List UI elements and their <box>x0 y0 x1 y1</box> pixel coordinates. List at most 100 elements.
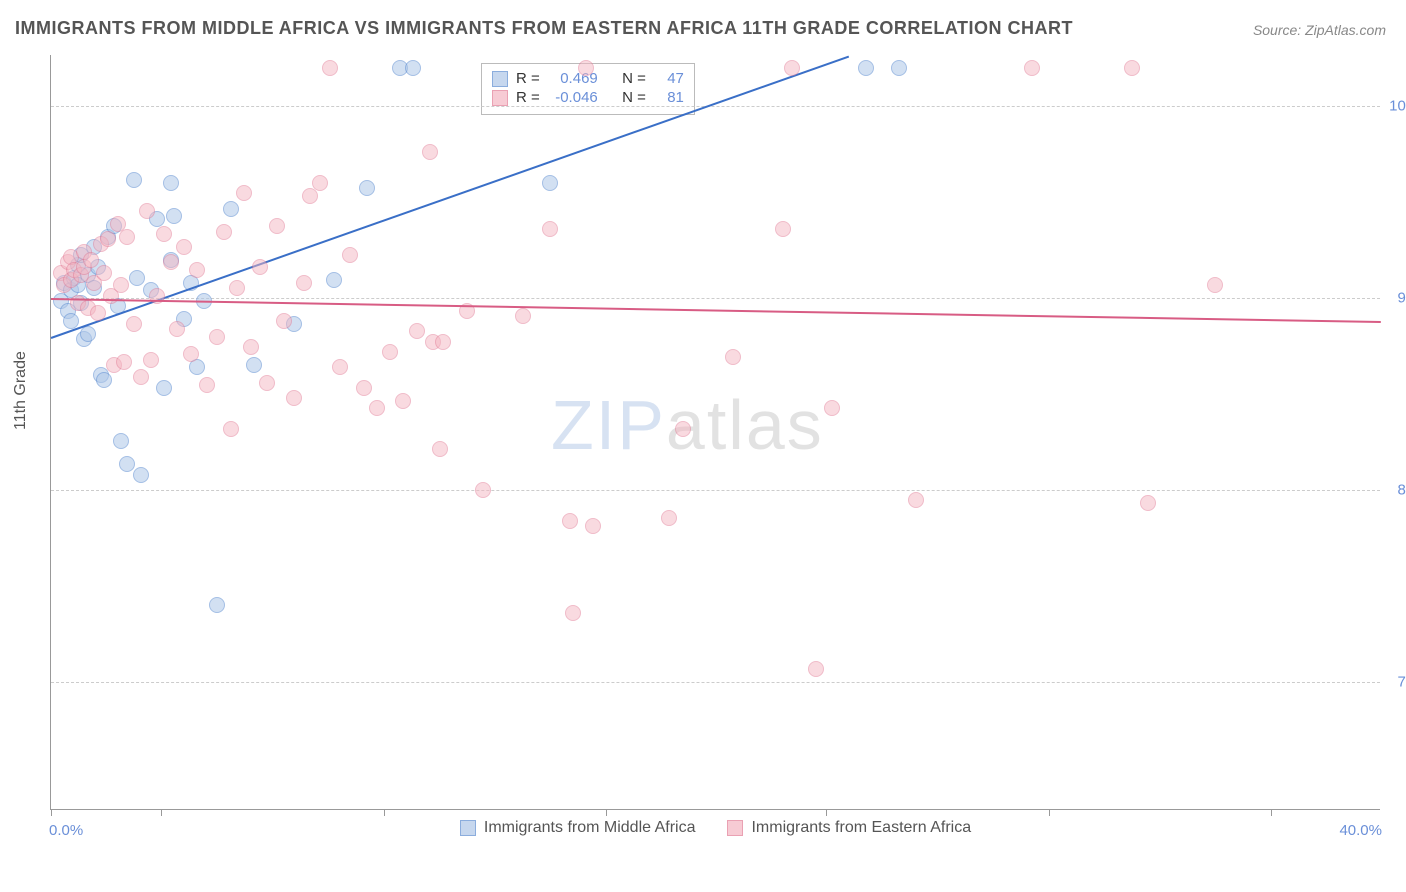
data-point-eastern <box>119 229 135 245</box>
y-axis-label: 11th Grade <box>12 351 30 430</box>
data-point-eastern <box>409 323 425 339</box>
data-point-eastern <box>578 60 594 76</box>
source-attribution: Source: ZipAtlas.com <box>1253 22 1386 38</box>
data-point-eastern <box>90 305 106 321</box>
data-point-middle <box>405 60 421 76</box>
data-point-eastern <box>432 441 448 457</box>
data-point-eastern <box>139 203 155 219</box>
n-value: 47 <box>654 70 684 87</box>
data-point-eastern <box>725 349 741 365</box>
data-point-eastern <box>675 421 691 437</box>
data-point-eastern <box>1124 60 1140 76</box>
data-point-middle <box>133 467 149 483</box>
data-point-eastern <box>229 280 245 296</box>
data-point-eastern <box>356 380 372 396</box>
data-point-eastern <box>369 400 385 416</box>
n-label: N = <box>622 89 646 106</box>
data-point-middle <box>326 272 342 288</box>
data-point-middle <box>891 60 907 76</box>
data-point-middle <box>542 175 558 191</box>
gridline <box>51 298 1380 299</box>
data-point-eastern <box>143 352 159 368</box>
watermark-part1: ZIP <box>551 386 666 464</box>
data-point-eastern <box>276 313 292 329</box>
data-point-middle <box>166 208 182 224</box>
data-point-middle <box>96 372 112 388</box>
data-point-eastern <box>515 308 531 324</box>
data-point-eastern <box>286 390 302 406</box>
data-point-eastern <box>395 393 411 409</box>
data-point-middle <box>163 175 179 191</box>
data-point-eastern <box>199 377 215 393</box>
data-point-eastern <box>223 421 239 437</box>
y-tick-label: 92.5% <box>1397 290 1406 307</box>
legend-label: Immigrants from Eastern Africa <box>751 819 971 837</box>
data-point-eastern <box>775 221 791 237</box>
data-point-middle <box>156 380 172 396</box>
data-point-eastern <box>156 226 172 242</box>
data-point-middle <box>126 172 142 188</box>
data-point-middle <box>113 433 129 449</box>
x-axis-min-label: 0.0% <box>49 822 83 839</box>
data-point-eastern <box>312 175 328 191</box>
data-point-eastern <box>332 359 348 375</box>
r-value: -0.046 <box>548 89 598 106</box>
chart-title: IMMIGRANTS FROM MIDDLE AFRICA VS IMMIGRA… <box>15 18 1073 39</box>
data-point-eastern <box>126 316 142 332</box>
data-point-eastern <box>163 254 179 270</box>
data-point-eastern <box>562 513 578 529</box>
data-point-eastern <box>908 492 924 508</box>
data-point-eastern <box>1024 60 1040 76</box>
y-tick-label: 85.0% <box>1397 482 1406 499</box>
x-tick <box>161 809 162 816</box>
x-tick <box>826 809 827 816</box>
x-tick <box>1049 809 1050 816</box>
x-axis-max-label: 40.0% <box>1339 822 1382 839</box>
data-point-eastern <box>209 329 225 345</box>
data-point-middle <box>80 326 96 342</box>
r-label: R = <box>516 70 540 87</box>
data-point-eastern <box>113 277 129 293</box>
data-point-eastern <box>243 339 259 355</box>
x-tick <box>384 809 385 816</box>
data-point-eastern <box>1140 495 1156 511</box>
data-point-eastern <box>475 482 491 498</box>
x-tick <box>51 809 52 816</box>
data-point-eastern <box>169 321 185 337</box>
data-point-eastern <box>100 231 116 247</box>
stats-row-eastern: R =-0.046 N =81 <box>492 89 684 106</box>
data-point-eastern <box>824 400 840 416</box>
swatch-icon <box>492 71 508 87</box>
data-point-eastern <box>422 144 438 160</box>
legend-item-middle: Immigrants from Middle Africa <box>460 819 696 837</box>
data-point-eastern <box>259 375 275 391</box>
trend-line-eastern <box>51 298 1381 323</box>
data-point-eastern <box>565 605 581 621</box>
data-point-eastern <box>585 518 601 534</box>
trend-line-middle <box>51 55 850 338</box>
data-point-middle <box>129 270 145 286</box>
legend: Immigrants from Middle Africa Immigrants … <box>51 819 1380 841</box>
y-tick-label: 100.0% <box>1389 98 1406 115</box>
data-point-eastern <box>189 262 205 278</box>
data-point-eastern <box>133 369 149 385</box>
data-point-eastern <box>342 247 358 263</box>
data-point-eastern <box>435 334 451 350</box>
data-point-eastern <box>322 60 338 76</box>
gridline <box>51 490 1380 491</box>
y-tick-label: 77.5% <box>1397 674 1406 691</box>
scatter-plot-area: ZIPatlas R =0.469 N =47R =-0.046 N =81 I… <box>50 55 1380 810</box>
data-point-eastern <box>236 185 252 201</box>
swatch-icon <box>460 820 476 836</box>
n-value: 81 <box>654 89 684 106</box>
data-point-middle <box>223 201 239 217</box>
data-point-eastern <box>661 510 677 526</box>
legend-item-eastern: Immigrants from Eastern Africa <box>727 819 971 837</box>
data-point-middle <box>858 60 874 76</box>
x-tick <box>1271 809 1272 816</box>
data-point-eastern <box>116 354 132 370</box>
data-point-middle <box>359 180 375 196</box>
legend-label: Immigrants from Middle Africa <box>484 819 696 837</box>
data-point-eastern <box>382 344 398 360</box>
data-point-middle <box>209 597 225 613</box>
